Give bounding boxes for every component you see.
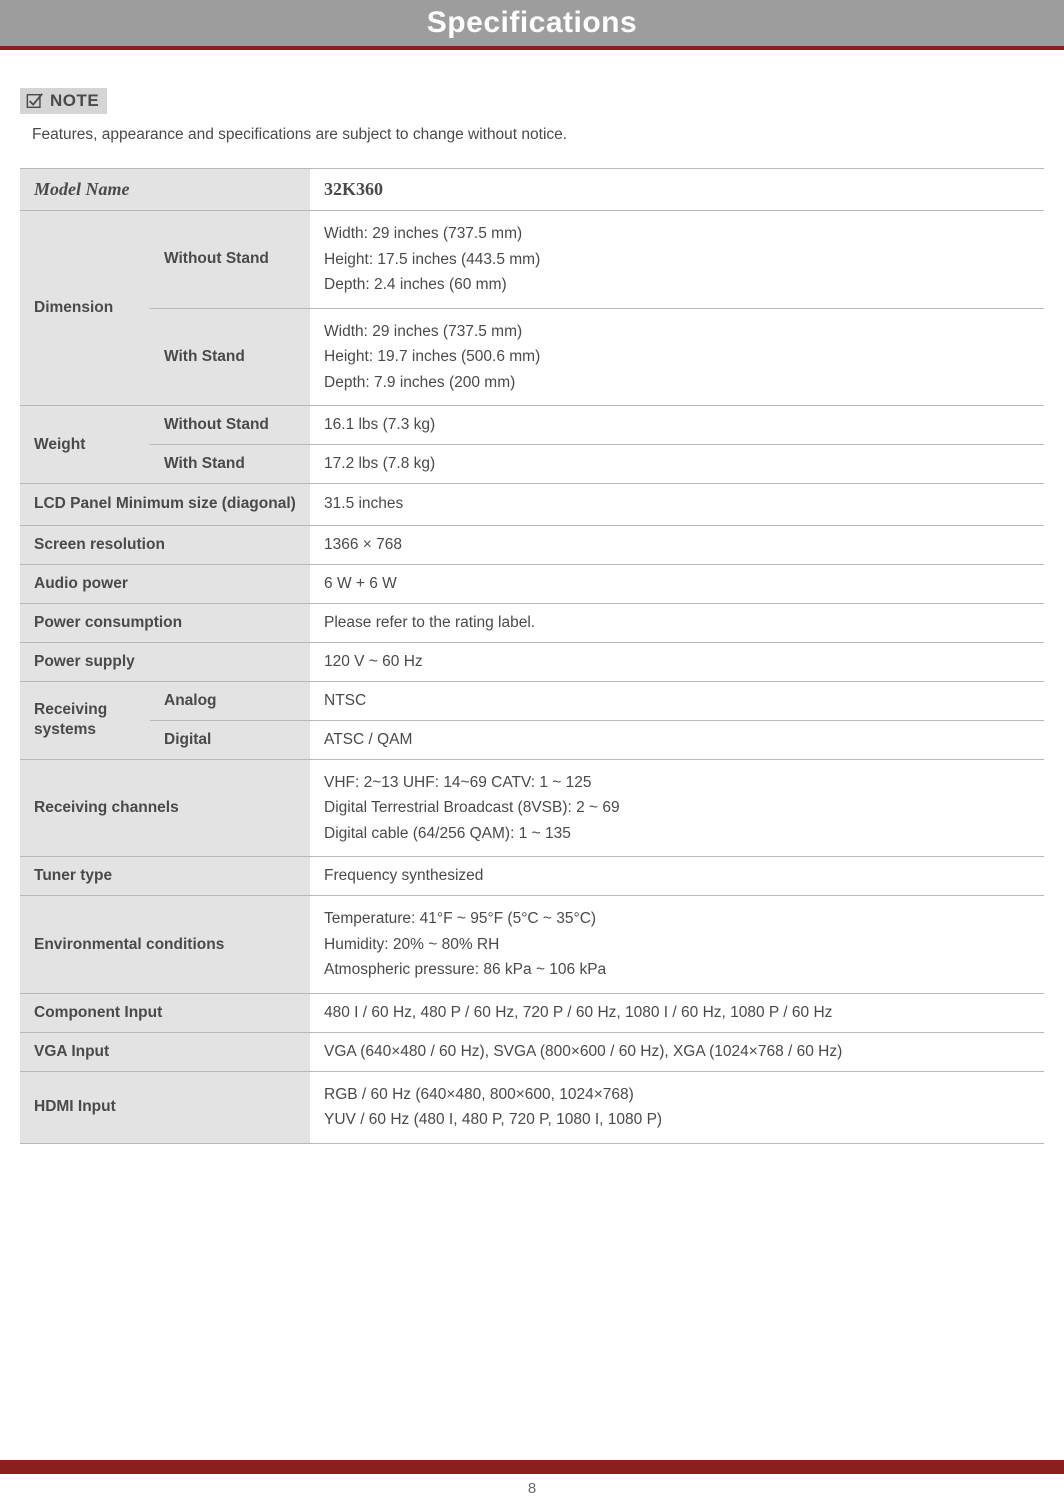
channels-label: Receiving channels xyxy=(20,759,310,857)
row-weight-stand: With Stand 17.2 lbs (7.8 kg) xyxy=(20,445,1044,484)
power-supply-value: 120 V ~ 60 Hz xyxy=(310,642,1044,681)
lcd-value: 31.5 inches xyxy=(310,484,650,525)
channels-value: VHF: 2~13 UHF: 14~69 CATV: 1 ~ 125 Digit… xyxy=(310,759,1044,857)
note-text: Features, appearance and specifications … xyxy=(32,126,1044,144)
footer-accent-bar xyxy=(0,1460,1064,1474)
vga-label: VGA Input xyxy=(20,1032,310,1071)
dim-without-stand-value: Width: 29 inches (737.5 mm) Height: 17.5… xyxy=(310,211,650,309)
content-area: NOTE Features, appearance and specificat… xyxy=(0,50,1064,1144)
power-supply-label: Power supply xyxy=(20,642,310,681)
row-power-cons: Power consumption Please refer to the ra… xyxy=(20,603,1044,642)
power-cons-label: Power consumption xyxy=(20,603,310,642)
row-env: Environmental conditions Temperature: 41… xyxy=(20,896,1044,994)
note-badge: NOTE xyxy=(20,88,107,114)
row-power-supply: Power supply 120 V ~ 60 Hz xyxy=(20,642,1044,681)
empty-cell xyxy=(650,406,1044,445)
weight-with-stand-value: 17.2 lbs (7.8 kg) xyxy=(310,445,650,484)
digital-value: ATSC / QAM xyxy=(310,720,1044,759)
receiving-label: Receiving systems xyxy=(20,681,150,759)
note-badge-row: NOTE xyxy=(20,88,1044,114)
empty-cell xyxy=(650,445,1044,484)
row-hdmi: HDMI Input RGB / 60 Hz (640×480, 800×600… xyxy=(20,1071,1044,1143)
page-title: Specifications xyxy=(427,6,637,40)
env-label: Environmental conditions xyxy=(20,896,310,994)
row-vga: VGA Input VGA (640×480 / 60 Hz), SVGA (8… xyxy=(20,1032,1044,1071)
model-name-label: Model Name xyxy=(20,169,310,211)
page-footer: 8 xyxy=(0,1460,1064,1499)
empty-cell xyxy=(650,564,1044,603)
empty-cell xyxy=(650,169,1044,211)
row-weight-no-stand: Weight Without Stand 16.1 lbs (7.3 kg) xyxy=(20,406,1044,445)
empty-cell xyxy=(650,211,1044,309)
weight-without-stand-value: 16.1 lbs (7.3 kg) xyxy=(310,406,650,445)
audio-label: Audio power xyxy=(20,564,310,603)
audio-value: 6 W + 6 W xyxy=(310,564,650,603)
page-number: 8 xyxy=(0,1474,1064,1499)
dim-without-stand-label: Without Stand xyxy=(150,211,310,309)
weight-label: Weight xyxy=(20,406,150,484)
screen-res-value: 1366 × 768 xyxy=(310,525,1044,564)
row-tuner: Tuner type Frequency synthesized xyxy=(20,857,1044,896)
vga-value: VGA (640×480 / 60 Hz), SVGA (800×600 / 6… xyxy=(310,1032,1044,1071)
row-recv-digital: Digital ATSC / QAM xyxy=(20,720,1044,759)
row-dim-no-stand: Dimension Without Stand Width: 29 inches… xyxy=(20,211,1044,309)
dim-with-stand-value: Width: 29 inches (737.5 mm) Height: 19.7… xyxy=(310,308,650,406)
checkbox-note-icon xyxy=(26,92,44,110)
env-value: Temperature: 41°F ~ 95°F (5°C ~ 35°C) Hu… xyxy=(310,896,1044,994)
screen-res-label: Screen resolution xyxy=(20,525,310,564)
row-screen-res: Screen resolution 1366 × 768 xyxy=(20,525,1044,564)
tuner-value: Frequency synthesized xyxy=(310,857,1044,896)
row-component: Component Input 480 I / 60 Hz, 480 P / 6… xyxy=(20,993,1044,1032)
analog-value: NTSC xyxy=(310,681,1044,720)
lcd-label: LCD Panel Minimum size (diagonal) xyxy=(20,484,310,525)
page-header: Specifications xyxy=(0,0,1064,50)
row-dim-stand: With Stand Width: 29 inches (737.5 mm) H… xyxy=(20,308,1044,406)
row-lcd: LCD Panel Minimum size (diagonal) 31.5 i… xyxy=(20,484,1044,525)
weight-without-stand-label: Without Stand xyxy=(150,406,310,445)
note-label: NOTE xyxy=(50,91,99,111)
dim-with-stand-label: With Stand xyxy=(150,308,310,406)
row-model: Model Name 32K360 xyxy=(20,169,1044,211)
component-value: 480 I / 60 Hz, 480 P / 60 Hz, 720 P / 60… xyxy=(310,993,1044,1032)
component-label: Component Input xyxy=(20,993,310,1032)
spec-table: Model Name 32K360 Dimension Without Stan… xyxy=(20,168,1044,1144)
tuner-label: Tuner type xyxy=(20,857,310,896)
row-channels: Receiving channels VHF: 2~13 UHF: 14~69 … xyxy=(20,759,1044,857)
weight-with-stand-label: With Stand xyxy=(150,445,310,484)
empty-cell xyxy=(650,308,1044,406)
hdmi-label: HDMI Input xyxy=(20,1071,310,1143)
analog-label: Analog xyxy=(150,681,310,720)
row-audio: Audio power 6 W + 6 W xyxy=(20,564,1044,603)
digital-label: Digital xyxy=(150,720,310,759)
model-name-value: 32K360 xyxy=(310,169,650,211)
row-recv-analog: Receiving systems Analog NTSC xyxy=(20,681,1044,720)
dimension-label: Dimension xyxy=(20,211,150,406)
hdmi-value: RGB / 60 Hz (640×480, 800×600, 1024×768)… xyxy=(310,1071,1044,1143)
power-cons-value: Please refer to the rating label. xyxy=(310,603,1044,642)
empty-cell xyxy=(650,484,1044,525)
